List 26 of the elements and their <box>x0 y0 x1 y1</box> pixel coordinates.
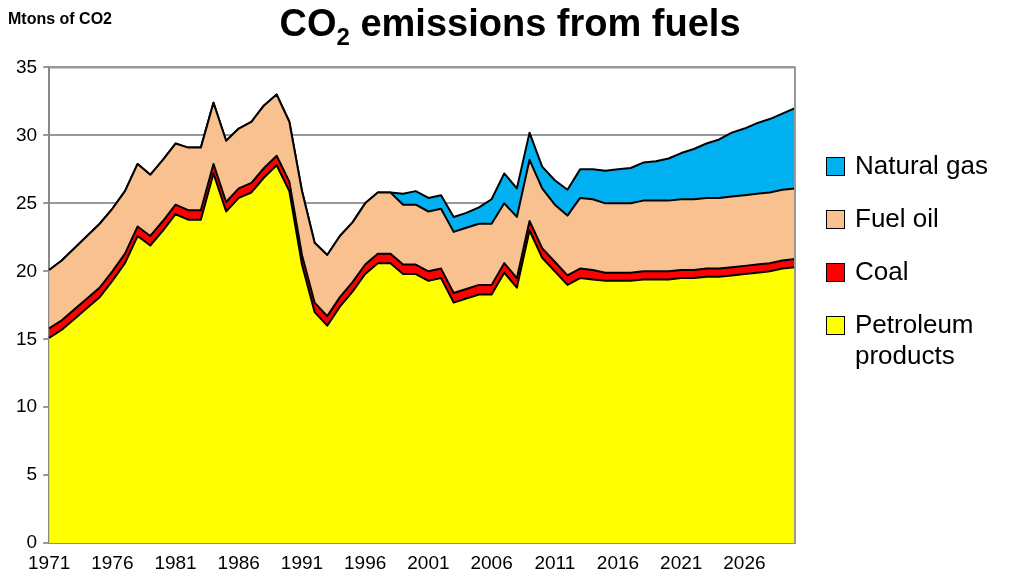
y-tick-label: 5 <box>26 463 38 485</box>
y-axis-title: Mtons of CO2 <box>8 10 112 28</box>
x-tick-label: 1981 <box>154 551 197 573</box>
legend-label: Fuel oil <box>855 203 939 234</box>
y-tick-label: 20 <box>15 259 38 281</box>
x-tick-label: 2026 <box>723 551 766 573</box>
y-tick-label: 0 <box>26 531 38 553</box>
y-tick-label: 10 <box>15 395 38 417</box>
chart-title: CO$_{2}$ emissions from fuels <box>278 2 742 51</box>
x-tick-label: 1996 <box>344 551 387 573</box>
x-tick-label: 2001 <box>407 551 450 573</box>
legend-label: Coal <box>855 256 909 287</box>
y-tick-label: 35 <box>15 55 38 77</box>
y-tick-label: 30 <box>15 123 38 145</box>
x-tick-label: 2006 <box>470 551 513 573</box>
y-tick-label: 25 <box>15 191 38 213</box>
x-tick-label: 2011 <box>534 551 576 573</box>
x-tick-label: 1976 <box>91 551 134 573</box>
x-tick-label: 1991 <box>280 551 324 573</box>
y-tick-label: 15 <box>15 327 38 349</box>
x-tick-label: 2021 <box>660 551 703 573</box>
x-tick-label: 2016 <box>596 551 640 573</box>
legend-label: Natural gas <box>855 150 988 181</box>
legend-label: Petroleum products <box>855 309 975 371</box>
x-tick-label: 1986 <box>217 551 260 573</box>
x-tick-label: 1971 <box>27 551 71 573</box>
